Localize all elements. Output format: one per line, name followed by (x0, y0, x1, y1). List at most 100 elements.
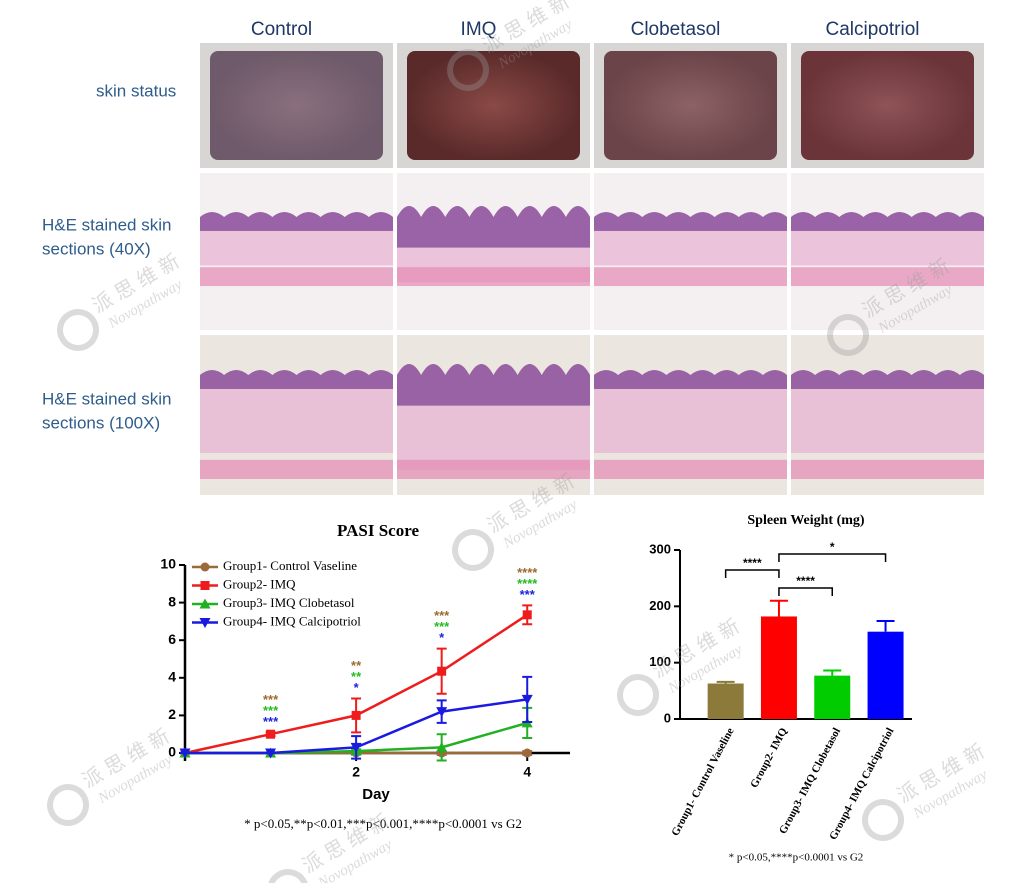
significance: *** (520, 587, 536, 602)
significance: * (439, 630, 445, 645)
x-tick-label: Group1- Control Vaseline (669, 726, 736, 838)
epidermis (785, 211, 984, 231)
dermis (594, 230, 787, 266)
error-bar (716, 680, 735, 684)
legend-label: Group1- Control Vaseline (223, 558, 357, 573)
marker (350, 742, 362, 753)
y-tick-label: 8 (168, 593, 176, 609)
significance: *** (434, 608, 450, 623)
bar (814, 675, 851, 719)
skin-photo (604, 51, 777, 160)
skin-photo (210, 51, 383, 160)
skin-photo (407, 51, 580, 160)
comparison-bracket (778, 587, 833, 596)
y-tick-label: 6 (168, 631, 176, 647)
dermis (397, 405, 590, 470)
footnote: * p<0.05,**p<0.01,***p<0.001,****p<0.000… (244, 816, 522, 831)
epidermis (588, 211, 787, 231)
legend-label: Group2- IMQ (223, 576, 296, 591)
x-axis-label: Day (362, 786, 390, 803)
y-tick-label: 2 (168, 706, 176, 722)
bar (867, 631, 904, 719)
dermis (791, 389, 984, 453)
legend-marker (200, 562, 210, 572)
y-tick-label: 300 (649, 541, 671, 556)
x-tick-label: Group4- IMQ Calcipotriol (827, 726, 896, 842)
row-label: H&E stained skin (42, 389, 171, 408)
dermis (200, 389, 393, 453)
marker (522, 748, 532, 758)
muscle (594, 459, 787, 479)
watermark-logo (617, 674, 660, 716)
watermark-logo (267, 869, 310, 883)
watermark-logo (47, 784, 90, 826)
dermis (791, 230, 984, 266)
muscle (200, 267, 393, 287)
legend-marker (199, 618, 211, 628)
epidermis (391, 364, 590, 406)
dermis (594, 389, 787, 453)
epidermis (194, 370, 393, 389)
x-tick-label: Group3- IMQ Clobetasol (777, 726, 843, 836)
marker (265, 748, 277, 759)
y-tick-label: 100 (649, 654, 671, 669)
column-header: Clobetasol (631, 19, 721, 40)
significance: *** (263, 714, 279, 729)
marker (179, 748, 191, 759)
legend-marker (199, 598, 211, 609)
muscle (791, 267, 984, 287)
comparison-label: * (830, 540, 835, 554)
marker (437, 666, 447, 676)
bar (760, 616, 797, 719)
significance: * (354, 680, 360, 695)
row-label: skin status (96, 81, 176, 100)
epidermis (194, 211, 393, 231)
watermark-logo (827, 314, 870, 356)
watermark-logo (452, 529, 495, 571)
error-bar (876, 619, 895, 632)
marker (522, 610, 532, 620)
y-tick-label: 0 (664, 710, 671, 725)
watermark-logo (862, 799, 905, 841)
x-tick-label: 2 (352, 764, 360, 780)
row-label: H&E stained skin (42, 215, 171, 234)
significance: **** (517, 565, 538, 580)
skin-photo (801, 51, 974, 160)
epidermis (588, 370, 787, 389)
significance: **** (517, 576, 538, 591)
significance: *** (263, 703, 279, 718)
muscle (594, 267, 787, 287)
x-tick-label: 4 (523, 764, 531, 780)
significance: *** (263, 692, 279, 707)
row-label: sections (40X) (42, 239, 151, 258)
row-label: sections (100X) (42, 413, 160, 432)
watermark-logo (447, 49, 490, 91)
marker (436, 741, 448, 752)
legend-label: Group3- IMQ Clobetasol (223, 595, 355, 610)
y-tick-label: 0 (168, 744, 176, 760)
y-tick-label: 10 (160, 556, 176, 572)
chart-title: PASI Score (337, 521, 419, 540)
watermark-logo (57, 309, 100, 351)
y-tick-label: 200 (649, 598, 671, 613)
muscle (200, 459, 393, 479)
comparison-label: **** (743, 556, 762, 570)
marker (351, 710, 361, 720)
marker (521, 694, 533, 705)
muscle (791, 459, 984, 479)
significance: ** (351, 669, 362, 684)
error-bar (823, 669, 842, 676)
dermis (200, 230, 393, 266)
legend-marker (200, 581, 210, 590)
x-tick-label: Group2- IMQ (748, 726, 790, 790)
marker (266, 729, 276, 739)
column-header: Control (251, 19, 312, 40)
legend-label: Group4- IMQ Calcipotriol (223, 613, 361, 628)
bar (707, 683, 744, 719)
column-header: Calcipotriol (826, 19, 920, 40)
muscle (397, 267, 590, 287)
